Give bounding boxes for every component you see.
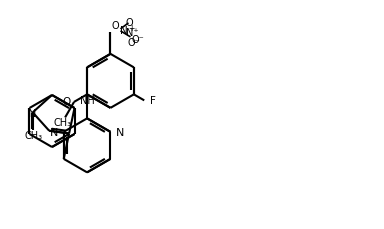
Text: O: O xyxy=(112,21,119,31)
Text: O: O xyxy=(63,96,71,106)
Text: CH₃: CH₃ xyxy=(25,131,43,141)
Text: NH: NH xyxy=(80,95,94,105)
Text: O⁻: O⁻ xyxy=(131,35,144,45)
Text: CH₃: CH₃ xyxy=(53,118,71,128)
Text: F: F xyxy=(150,96,156,106)
Text: N: N xyxy=(121,26,128,36)
Text: N: N xyxy=(28,109,36,119)
Text: O: O xyxy=(126,18,133,28)
Text: +: + xyxy=(129,24,135,33)
Text: N: N xyxy=(116,127,124,137)
Text: O⁻: O⁻ xyxy=(127,38,140,48)
Text: N: N xyxy=(50,127,59,137)
Text: N⁺: N⁺ xyxy=(126,28,139,38)
